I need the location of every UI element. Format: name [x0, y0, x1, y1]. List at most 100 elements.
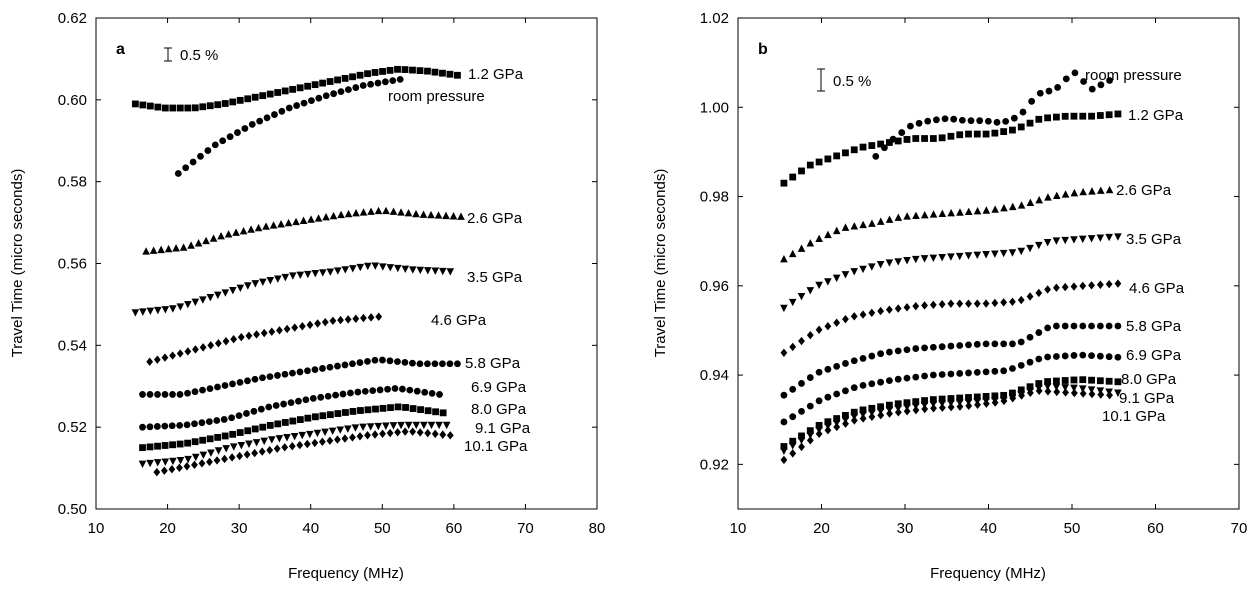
data-point-8-0-gpa: [394, 403, 402, 411]
data-point-8-0-gpa: [296, 416, 304, 423]
data-point-1-2-gpa: [991, 129, 999, 137]
data-point-4-6-gpa: [291, 323, 299, 332]
data-point-1-2-gpa: [929, 135, 937, 142]
data-point-2-6-gpa: [457, 212, 465, 220]
data-point-9-1-gpa: [169, 457, 177, 466]
data-point-6-9-gpa: [894, 375, 902, 383]
data-point-5-8-gpa: [296, 368, 304, 376]
data-point-1-2-gpa: [780, 179, 788, 187]
data-point-5-8-gpa: [409, 359, 416, 367]
data-point-8-0-gpa: [214, 433, 222, 441]
data-point-9-1-gpa: [442, 421, 451, 430]
data-point-4-6-gpa: [1052, 283, 1060, 292]
data-point-4-6-gpa: [1000, 298, 1008, 307]
data-point-2-6-gpa: [885, 215, 894, 223]
data-point-6-9-gpa: [815, 397, 823, 405]
data-point-1-2-gpa: [229, 98, 237, 106]
data-point-1-2-gpa: [798, 167, 805, 175]
data-point-3-5-gpa: [1052, 237, 1061, 245]
data-point-9-1-gpa: [237, 441, 246, 450]
data-point-5-8-gpa: [947, 342, 955, 350]
data-point-3-5-gpa: [780, 304, 788, 313]
data-point-room-pressure: [226, 133, 234, 141]
panel-b: b 0.5 % Frequency (MHz) Travel Time (mic…: [652, 10, 1247, 582]
series-10-1-gpa: [153, 427, 454, 477]
data-point-10-1-gpa: [982, 399, 990, 408]
data-point-3-5-gpa: [832, 274, 841, 283]
data-point-1-2-gpa: [973, 130, 981, 138]
data-point-room-pressure: [345, 86, 352, 94]
data-point-4-6-gpa: [1061, 282, 1069, 292]
data-point-2-6-gpa: [956, 208, 964, 216]
panel-b-label-6-9-gpa: 6.9 GPa: [1126, 347, 1182, 364]
data-point-5-8-gpa: [1061, 322, 1069, 330]
data-point-8-0-gpa: [334, 410, 342, 417]
data-point-6-9-gpa: [309, 394, 317, 402]
data-point-1-2-gpa: [394, 65, 401, 73]
data-point-2-6-gpa: [780, 255, 788, 263]
data-point-9-1-gpa: [420, 421, 428, 430]
data-point-6-9-gpa: [1088, 352, 1095, 360]
data-point-1-2-gpa: [161, 104, 169, 112]
data-point-6-9-gpa: [938, 371, 946, 378]
panel-a-x-tick-label: 30: [231, 520, 248, 537]
data-point-3-5-gpa: [964, 252, 973, 260]
data-point-10-1-gpa: [153, 467, 161, 477]
data-point-5-8-gpa: [169, 391, 176, 398]
data-point-9-1-gpa: [382, 422, 390, 430]
panel-b-y-tick-label: 0.96: [700, 278, 729, 295]
data-point-2-6-gpa: [367, 207, 375, 215]
data-point-10-1-gpa: [326, 436, 334, 445]
data-point-9-1-gpa: [153, 459, 162, 467]
data-point-6-9-gpa: [272, 402, 280, 409]
data-point-6-9-gpa: [287, 399, 295, 407]
data-point-8-0-gpa: [1070, 376, 1078, 384]
data-point-4-6-gpa: [184, 347, 192, 356]
data-point-6-9-gpa: [302, 396, 310, 404]
data-point-1-2-gpa: [868, 142, 876, 149]
data-point-3-5-gpa: [824, 278, 832, 286]
data-point-4-6-gpa: [1096, 280, 1104, 289]
series-6-9-gpa: [780, 351, 1122, 426]
data-point-9-1-gpa: [359, 423, 367, 432]
data-point-6-9-gpa: [280, 400, 288, 408]
data-point-6-9-gpa: [436, 391, 443, 398]
data-point-1-2-gpa: [947, 132, 955, 140]
data-point-room-pressure: [278, 107, 286, 115]
data-point-room-pressure: [381, 78, 389, 86]
data-point-10-1-gpa: [439, 430, 447, 439]
data-point-6-9-gpa: [1017, 361, 1025, 369]
data-point-8-0-gpa: [387, 404, 394, 412]
data-point-room-pressure: [1097, 81, 1105, 89]
data-point-9-1-gpa: [199, 451, 208, 459]
data-point-10-1-gpa: [349, 433, 356, 442]
data-point-1-2-gpa: [1105, 111, 1113, 119]
data-point-10-1-gpa: [1097, 390, 1105, 399]
data-point-4-6-gpa: [230, 334, 238, 344]
data-point-3-5-gpa: [955, 252, 964, 261]
data-point-3-5-gpa: [1061, 236, 1069, 245]
data-point-10-1-gpa: [1026, 388, 1034, 398]
data-point-8-0-gpa: [1026, 383, 1034, 391]
panel-b-scale-bar-label: 0.5 %: [833, 73, 871, 90]
series-5-8-gpa: [139, 356, 461, 398]
data-point-1-2-gpa: [184, 104, 192, 112]
data-point-10-1-gpa: [431, 429, 439, 439]
data-point-9-1-gpa: [283, 434, 291, 442]
data-point-3-5-gpa: [938, 253, 946, 262]
data-point-5-8-gpa: [191, 388, 199, 396]
data-point-1-2-gpa: [139, 101, 147, 109]
panel-b-series-labels: room pressure 1.2 GPa 2.6 GPa 3.5 GPa 4.…: [1085, 67, 1185, 425]
panel-a-scale-bar-label: 0.5 %: [180, 47, 218, 64]
data-point-2-6-gpa: [797, 244, 806, 252]
data-point-6-9-gpa: [903, 374, 911, 382]
data-point-4-6-gpa: [938, 300, 946, 309]
data-point-9-1-gpa: [298, 431, 307, 440]
data-point-5-8-gpa: [1035, 329, 1043, 336]
data-point-4-6-gpa: [1105, 279, 1113, 289]
data-point-9-1-gpa: [138, 460, 147, 468]
data-point-6-9-gpa: [168, 422, 176, 430]
data-point-3-5-gpa: [431, 267, 440, 275]
panel-b-x-tick-label: 20: [813, 520, 830, 537]
data-point-8-0-gpa: [146, 443, 154, 451]
